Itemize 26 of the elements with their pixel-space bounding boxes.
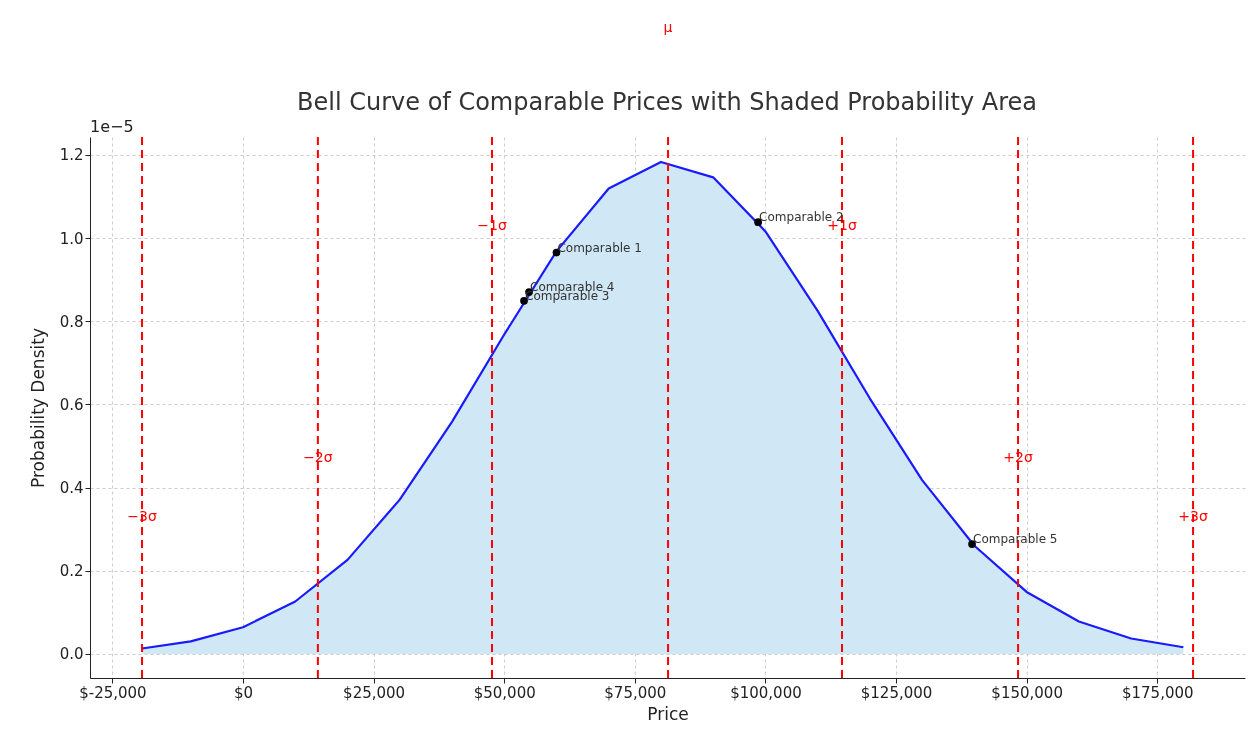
x-tick-label: $50,000 [473, 683, 536, 702]
ref-line-label: +3σ [1178, 507, 1208, 524]
ref-line-label: −2σ [303, 449, 333, 466]
x-tick-label: $75,000 [604, 683, 667, 702]
x-tick-label: $175,000 [1121, 683, 1194, 702]
y-tick-label: 0.2 [59, 562, 84, 581]
x-tick-label: $-25,000 [79, 683, 147, 702]
x-tick-label: $150,000 [991, 683, 1063, 702]
x-tick-label: $100,000 [730, 683, 802, 702]
y-tick-label: 0.0 [59, 645, 84, 664]
chart-title: Bell Curve of Comparable Prices with Shaded Probability Area [297, 88, 1037, 116]
ref-line-label: +2σ [1003, 449, 1033, 466]
y-axis-title: Probability Density [27, 328, 48, 488]
x-axis-title: Price [647, 703, 689, 724]
annotation: Comparable 5 [973, 532, 1058, 547]
y-tick-label: 1.2 [59, 146, 84, 165]
y-tick-label: 0.6 [59, 395, 84, 414]
ref-line-label: μ [663, 19, 673, 35]
y-tick-label: 0.8 [59, 312, 84, 331]
text: 1e−5 [90, 117, 134, 136]
ref-line-label: −3σ [127, 507, 157, 524]
x-tick-label: $25,000 [343, 683, 406, 702]
x-tick-label: $125,000 [860, 683, 933, 702]
x-tick-label: $0 [233, 683, 254, 702]
y-tick-label: 0.4 [59, 479, 84, 498]
y-tick-label: 1.0 [59, 229, 84, 248]
